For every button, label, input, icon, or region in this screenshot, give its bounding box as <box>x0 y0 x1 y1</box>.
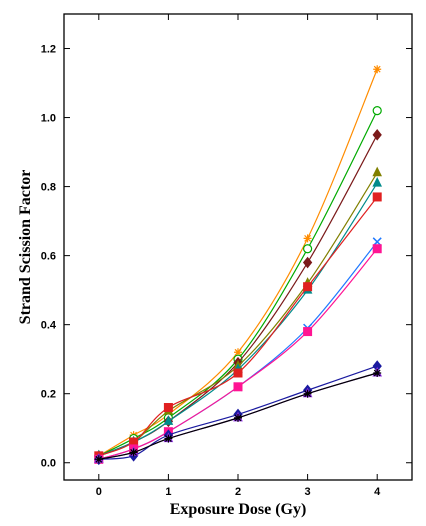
axis-ticks: 0 1 2 3 4 0.0 0.2 0.4 0.6 0.8 1.0 1.2 <box>41 14 412 498</box>
y-tick-label: 0.2 <box>41 389 56 401</box>
data-point <box>303 244 313 254</box>
series-1 <box>94 65 382 460</box>
y-tick-label: 0.4 <box>41 320 57 332</box>
data-point <box>302 256 313 269</box>
series-line <box>98 110 378 457</box>
data-point <box>372 129 382 141</box>
data-point <box>163 403 173 413</box>
data-point <box>372 177 383 187</box>
data-point <box>303 282 313 292</box>
x-tick-label: 4 <box>374 486 381 498</box>
y-axis-title: Strand Scission Factor <box>17 170 34 325</box>
x-tick-label: 3 <box>305 486 311 498</box>
data-point <box>233 368 243 378</box>
y-tick-label: 0.8 <box>41 182 56 194</box>
series-11 <box>94 368 382 464</box>
data-point <box>372 244 382 254</box>
data-point <box>164 434 173 443</box>
series-2 <box>94 106 382 461</box>
y-tick-label: 0.0 <box>41 458 56 470</box>
x-tick-label: 2 <box>235 486 241 498</box>
data-point <box>372 166 383 177</box>
data-point <box>129 448 138 457</box>
data-point <box>373 65 382 74</box>
y-tick-label: 0.6 <box>41 251 56 263</box>
data-point <box>303 327 313 337</box>
data-point <box>303 234 312 243</box>
series-6 <box>94 192 382 461</box>
y-tick-label: 1.2 <box>41 44 56 56</box>
y-tick-label: 1.0 <box>41 113 56 125</box>
plot-area <box>93 65 383 466</box>
series-line <box>98 69 378 457</box>
x-tick-label: 0 <box>96 486 102 498</box>
data-point <box>233 382 243 392</box>
x-tick-label: 1 <box>165 486 171 498</box>
data-point <box>373 368 382 377</box>
data-point <box>234 413 242 422</box>
data-point <box>372 192 382 202</box>
x-axis-title: Exposure Dose (Gy) <box>170 501 307 518</box>
data-point <box>372 106 382 116</box>
data-point <box>94 455 103 464</box>
data-point <box>234 348 242 357</box>
data-point <box>303 389 312 398</box>
data-point <box>163 415 174 425</box>
